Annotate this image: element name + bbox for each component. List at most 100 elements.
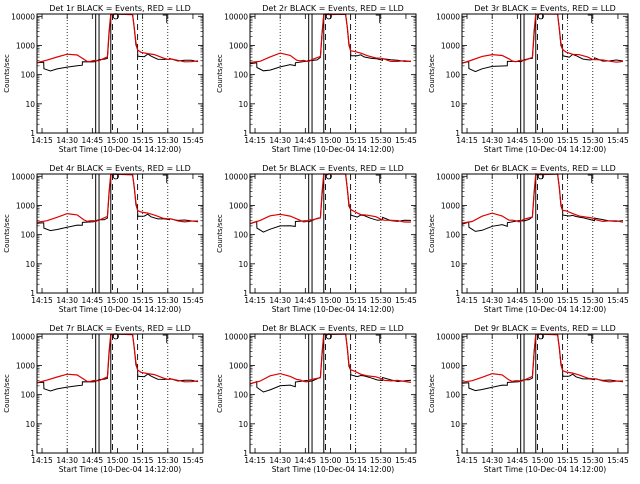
detector-panel-9: 1 10 100 1000 10000 14:15 14:30 14:45 15:00 15:15… (428, 324, 629, 474)
x-tick-label: 14:15 (456, 136, 478, 145)
x-tick-label: 15:30 (157, 456, 179, 465)
x-tick-label: 14:45 (507, 456, 529, 465)
x-tick-label: 15:45 (607, 456, 629, 465)
y-axis-label: Counts/sec (428, 374, 436, 413)
y-tick-label: 10 (450, 100, 460, 109)
detector-panel-3: 1 10 100 1000 10000 14:15 14:30 14:45 15:00 15:15… (428, 4, 629, 154)
x-axis-label: Start Time (10-Dec-04 14:12:00) (484, 305, 606, 314)
lld-series-line (36, 13, 199, 64)
y-tick-label: 10 (25, 420, 35, 429)
x-tick-label: 15:15 (345, 296, 367, 305)
y-tick-label: 100 (446, 391, 461, 400)
y-axis-label: Counts/sec (428, 214, 436, 253)
bracket-marker (162, 14, 168, 24)
x-tick-label: 14:30 (269, 136, 291, 145)
x-tick-label: 14:30 (481, 456, 503, 465)
y-axis-label: Counts/sec (216, 374, 224, 413)
x-tick-label: 14:15 (31, 296, 53, 305)
detector-panel-2: 1 10 100 1000 10000 14:15 14:30 14:45 15:00 15:15… (216, 4, 417, 154)
x-tick-label: 14:15 (31, 456, 53, 465)
lld-series-line (249, 173, 411, 225)
x-axis-label: Start Time (10-Dec-04 14:12:00) (272, 305, 394, 314)
x-tick-label: 15:45 (182, 136, 204, 145)
y-tick-label: 1 (30, 449, 35, 458)
x-tick-label: 14:15 (244, 456, 266, 465)
y-tick-label: 1 (455, 129, 460, 138)
bracket-marker (162, 334, 168, 344)
y-tick-label: 10000 (224, 172, 248, 181)
detector-panel-8: 1 10 100 1000 10000 14:15 14:30 14:45 15:00 15:15… (216, 324, 417, 474)
y-tick-label: 10 (238, 420, 248, 429)
y-tick-label: 1000 (229, 201, 248, 210)
y-tick-label: 1 (243, 129, 248, 138)
y-tick-label: 1000 (229, 361, 248, 370)
x-tick-label: 14:30 (481, 136, 503, 145)
y-tick-label: 10000 (224, 12, 248, 21)
y-axis-label: Counts/sec (3, 54, 11, 93)
plot-frame (249, 13, 417, 134)
y-axis-label: Counts/sec (3, 214, 11, 253)
events-series-line (461, 173, 624, 232)
y-tick-label: 100 (234, 391, 249, 400)
y-tick-label: 1 (455, 289, 460, 298)
x-tick-label: 14:30 (269, 296, 291, 305)
x-axis-label: Start Time (10-Dec-04 14:12:00) (59, 305, 181, 314)
panel-title: Det 6r BLACK = Events, RED = LLD (474, 164, 616, 173)
y-tick-label: 100 (446, 231, 461, 240)
panel-title: Det 8r BLACK = Events, RED = LLD (262, 324, 404, 333)
x-tick-label: 14:45 (507, 296, 529, 305)
detector-panel-1: 1 10 100 1000 10000 14:15 14:30 14:45 15:00 15:15… (3, 4, 204, 154)
x-tick-label: 15:30 (157, 136, 179, 145)
lld-series-line (461, 173, 624, 224)
y-tick-label: 1000 (229, 41, 248, 50)
x-tick-label: 14:30 (56, 136, 78, 145)
lld-series-line (461, 13, 624, 64)
y-tick-label: 1000 (16, 361, 35, 370)
x-tick-label: 14:15 (456, 296, 478, 305)
detector-panel-5: 1 10 100 1000 10000 14:15 14:30 14:45 15:00 15:15… (216, 164, 417, 314)
bracket-marker (587, 334, 593, 344)
y-tick-label: 1 (455, 449, 460, 458)
x-tick-label: 15:45 (395, 136, 417, 145)
x-axis-label: Start Time (10-Dec-04 14:12:00) (59, 145, 181, 154)
x-tick-label: 15:15 (132, 456, 154, 465)
y-tick-label: 1000 (16, 41, 35, 50)
events-series-line (249, 14, 412, 72)
x-axis-label: Start Time (10-Dec-04 14:12:00) (272, 465, 394, 474)
lld-series-line (36, 173, 199, 223)
x-tick-label: 15:15 (557, 136, 579, 145)
plot-frame (461, 173, 629, 294)
bracket-marker (162, 174, 168, 184)
x-tick-label: 15:00 (320, 456, 342, 465)
lld-series-line (249, 333, 412, 385)
x-tick-label: 15:00 (107, 456, 129, 465)
x-axis-label: Start Time (10-Dec-04 14:12:00) (484, 145, 606, 154)
plot-frame (461, 333, 629, 454)
y-tick-label: 10 (238, 100, 248, 109)
x-tick-label: 15:30 (370, 136, 392, 145)
y-tick-label: 1 (30, 129, 35, 138)
x-tick-label: 15:30 (582, 456, 604, 465)
detector-panel-7: 1 10 100 1000 10000 14:15 14:30 14:45 15:00 15:15… (3, 324, 204, 474)
y-tick-label: 1 (243, 449, 248, 458)
plot-frame (36, 13, 204, 134)
y-tick-label: 10000 (436, 332, 460, 341)
panel-title: Det 1r BLACK = Events, RED = LLD (49, 4, 191, 13)
events-series-line (36, 13, 199, 72)
x-tick-label: 15:00 (320, 296, 342, 305)
y-axis-label: Counts/sec (428, 54, 436, 93)
events-series-line (36, 333, 199, 392)
y-tick-label: 100 (234, 71, 249, 80)
y-tick-label: 10000 (11, 332, 35, 341)
y-tick-label: 10 (25, 260, 35, 269)
x-tick-label: 14:15 (456, 456, 478, 465)
x-tick-label: 15:15 (557, 456, 579, 465)
x-tick-label: 14:45 (82, 136, 104, 145)
x-tick-label: 15:45 (395, 296, 417, 305)
x-tick-label: 15:45 (182, 456, 204, 465)
panel-title: Det 5r BLACK = Events, RED = LLD (262, 164, 404, 173)
y-tick-label: 10 (450, 420, 460, 429)
events-series-line (249, 173, 412, 233)
x-tick-label: 15:00 (532, 456, 554, 465)
